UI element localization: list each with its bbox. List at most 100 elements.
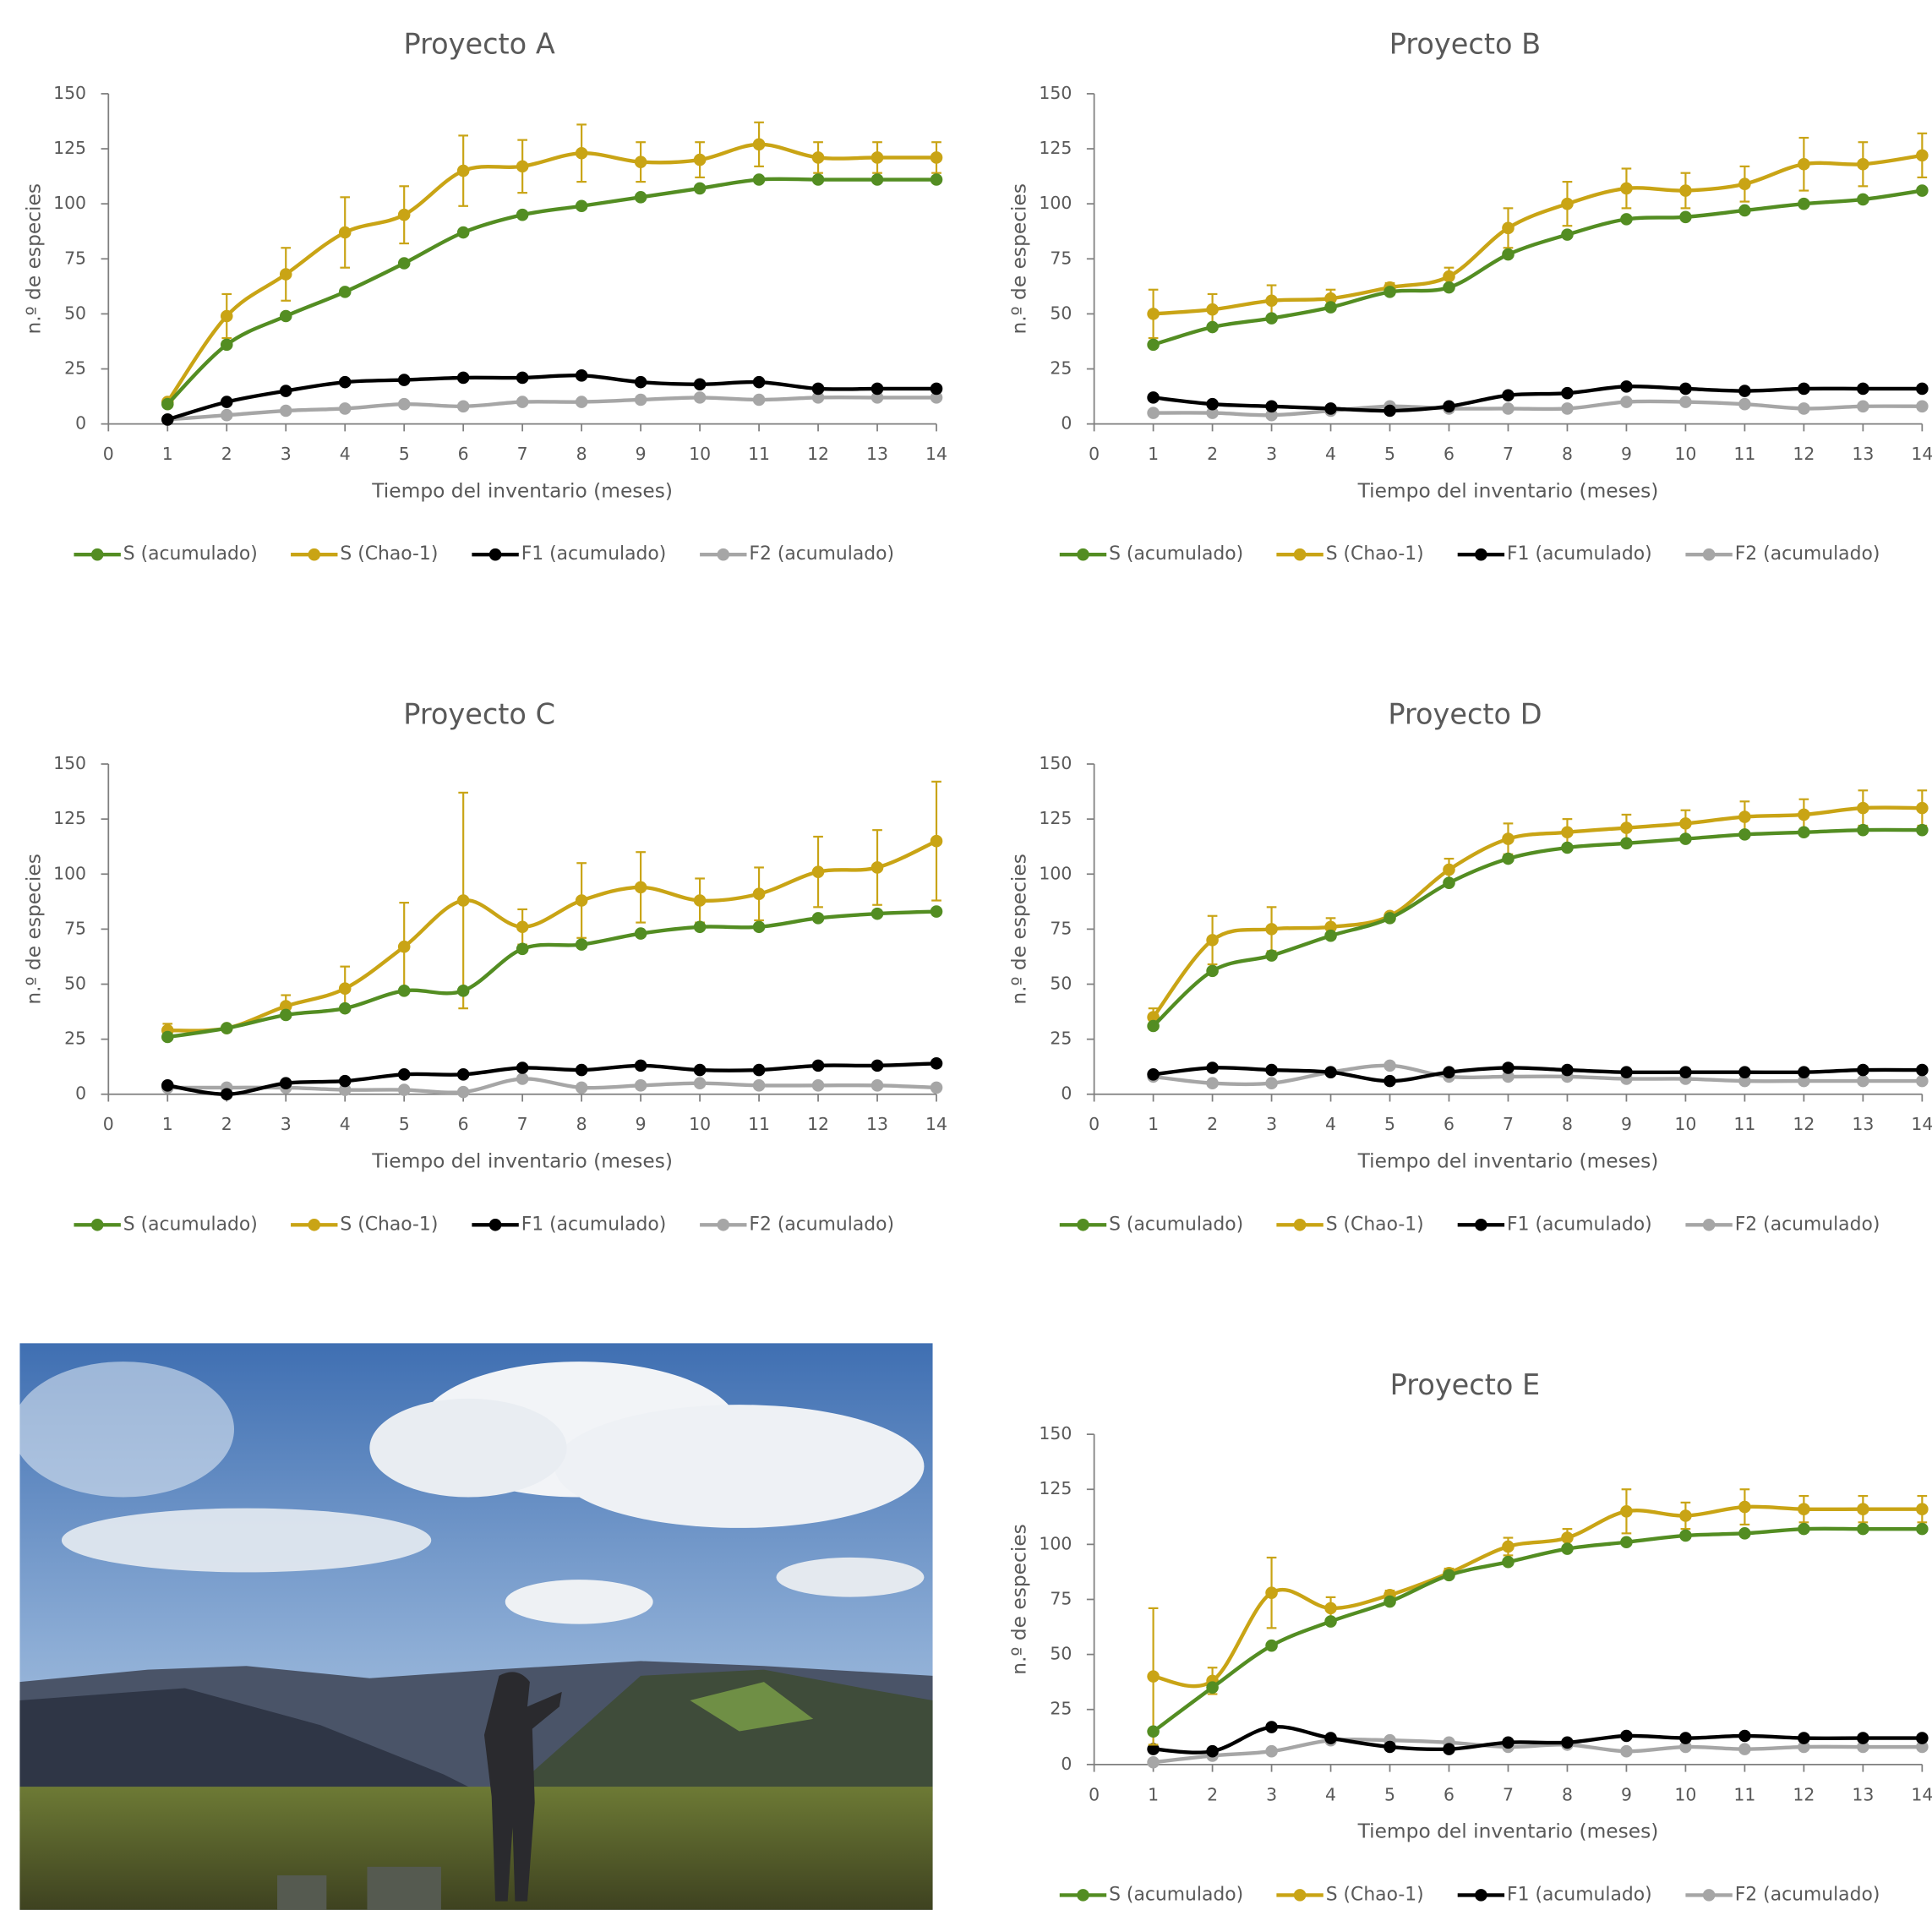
data-point [931, 1082, 943, 1094]
data-point [1443, 270, 1455, 283]
data-point [871, 151, 884, 164]
y-tick-label: 75 [64, 918, 86, 938]
y-tick-label: 75 [64, 248, 86, 268]
data-point [280, 1077, 292, 1089]
data-point [339, 376, 352, 389]
data-point [1798, 826, 1810, 838]
data-point [1265, 949, 1278, 962]
data-point [1738, 828, 1751, 841]
x-tick-label: 13 [866, 1114, 888, 1134]
data-point [694, 391, 707, 404]
data-point [1620, 821, 1633, 834]
data-point [1561, 826, 1574, 838]
data-point [1384, 1075, 1396, 1088]
x-tick-label: 13 [1852, 444, 1874, 464]
x-tick-label: 11 [1733, 444, 1755, 464]
data-point [812, 1060, 825, 1072]
data-point [1502, 1061, 1514, 1074]
series-line [167, 179, 936, 404]
data-point [1916, 383, 1929, 396]
data-point [1738, 177, 1751, 190]
data-point [1561, 1531, 1574, 1544]
data-point [1384, 1596, 1396, 1608]
y-tick-label: 50 [1050, 1644, 1072, 1664]
data-point [221, 396, 233, 408]
y-tick-label: 75 [1050, 248, 1072, 268]
data-point [1798, 1066, 1810, 1078]
legend-label: F2 (acumulado) [1735, 1884, 1880, 1905]
data-point [516, 396, 529, 408]
data-point [516, 209, 529, 221]
data-point [398, 941, 411, 953]
x-tick-label: 14 [1911, 444, 1932, 464]
data-point [1147, 308, 1160, 320]
data-point [635, 394, 647, 407]
data-point [1679, 832, 1692, 845]
x-tick-label: 9 [1621, 444, 1632, 464]
x-tick-label: 3 [281, 444, 292, 464]
photo [13, 1343, 933, 1910]
chart-title: Proyecto A [403, 28, 554, 61]
data-point [1679, 184, 1692, 197]
legend-marker [718, 548, 730, 561]
x-tick-label: 8 [576, 444, 587, 464]
y-tick-label: 100 [53, 193, 86, 213]
data-point [1206, 398, 1219, 411]
x-axis-title: Tiempo del inventario (meses) [371, 479, 673, 502]
data-point [1265, 1721, 1278, 1733]
x-tick-label: 6 [1444, 1784, 1454, 1804]
data-point [1443, 876, 1455, 889]
y-tick-label: 150 [1039, 753, 1072, 773]
x-tick-label: 10 [1674, 1114, 1696, 1134]
data-point [871, 173, 884, 186]
data-point [1798, 1503, 1810, 1515]
legend-marker [489, 548, 502, 561]
data-point [871, 1079, 884, 1092]
data-point [1738, 1066, 1751, 1078]
data-point [1443, 864, 1455, 876]
data-point [1738, 1501, 1751, 1514]
x-tick-label: 10 [1674, 444, 1696, 464]
data-point [1502, 1556, 1514, 1569]
data-point [871, 383, 884, 396]
data-point [1324, 1602, 1337, 1615]
data-point [1620, 1505, 1633, 1518]
data-point [1798, 383, 1810, 396]
x-tick-label: 1 [162, 444, 173, 464]
y-tick-label: 125 [1039, 1478, 1072, 1498]
data-point [753, 1079, 766, 1092]
data-point [221, 310, 233, 323]
data-point [931, 905, 943, 918]
data-point [1679, 1509, 1692, 1522]
data-point [1798, 198, 1810, 210]
y-tick-label: 75 [1050, 1588, 1072, 1608]
data-point [516, 943, 529, 956]
x-tick-label: 14 [925, 444, 947, 464]
data-point [1147, 1756, 1160, 1769]
data-point [1738, 1743, 1751, 1755]
x-tick-label: 12 [1793, 444, 1815, 464]
data-point [1916, 1075, 1929, 1088]
data-point [1561, 842, 1574, 854]
data-point [1620, 1066, 1633, 1078]
x-tick-label: 11 [748, 444, 770, 464]
data-point [1857, 194, 1869, 206]
data-point [339, 1075, 352, 1088]
data-point [457, 1086, 470, 1099]
data-point [694, 894, 707, 907]
x-tick-label: 7 [1503, 1784, 1514, 1804]
y-tick-label: 50 [64, 303, 86, 323]
data-point [1857, 158, 1869, 171]
y-tick-label: 75 [1050, 918, 1072, 938]
data-point [1206, 1061, 1219, 1074]
data-point [1206, 321, 1219, 334]
x-tick-label: 6 [458, 1114, 469, 1134]
chart-title: Proyecto C [403, 698, 555, 731]
x-tick-label: 5 [1384, 444, 1395, 464]
data-point [1502, 222, 1514, 235]
data-point [1916, 1064, 1929, 1077]
data-point [1265, 312, 1278, 325]
x-tick-label: 4 [340, 1114, 351, 1134]
data-point [1384, 1060, 1396, 1072]
data-point [812, 865, 825, 878]
